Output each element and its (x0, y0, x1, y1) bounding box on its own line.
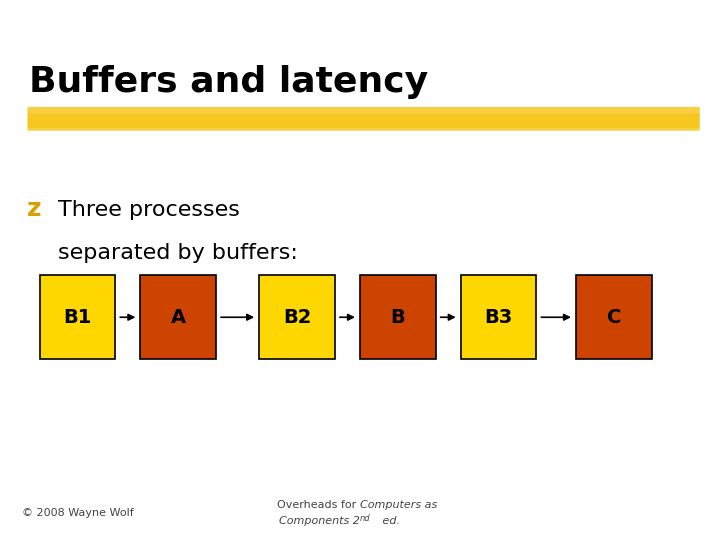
Text: A: A (171, 308, 186, 327)
Text: © 2008 Wayne Wolf: © 2008 Wayne Wolf (22, 508, 133, 518)
Text: nd: nd (360, 514, 371, 523)
Text: Computers as: Computers as (360, 500, 437, 510)
Text: Overheads for: Overheads for (277, 500, 360, 510)
FancyBboxPatch shape (259, 275, 335, 359)
Text: B1: B1 (63, 308, 91, 327)
Text: z: z (27, 197, 42, 221)
Text: Buffers and latency: Buffers and latency (29, 65, 428, 99)
Text: B2: B2 (283, 308, 311, 327)
FancyBboxPatch shape (360, 275, 436, 359)
Text: C: C (607, 308, 621, 327)
FancyBboxPatch shape (27, 107, 700, 131)
FancyBboxPatch shape (28, 114, 699, 128)
Text: B3: B3 (485, 308, 513, 327)
FancyBboxPatch shape (576, 275, 652, 359)
FancyBboxPatch shape (40, 275, 115, 359)
Text: B: B (390, 308, 405, 327)
FancyBboxPatch shape (140, 275, 216, 359)
FancyBboxPatch shape (461, 275, 536, 359)
Text: Components 2: Components 2 (279, 516, 360, 526)
Text: ed.: ed. (379, 516, 400, 526)
Text: separated by buffers:: separated by buffers: (58, 243, 297, 263)
Text: Three processes: Three processes (58, 200, 240, 220)
